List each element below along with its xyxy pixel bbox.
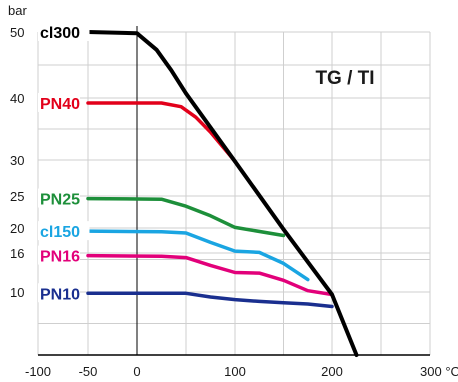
x-tick-label: 0 <box>133 364 140 379</box>
series-line-cl300 <box>86 30 359 357</box>
axes: -100 -50 0 100 200 300 °C 10 16 20 25 30 40 50 bar <box>8 3 458 379</box>
labels: cl300 PN40 PN25 cl150 PN16 PN10 TG / TI <box>38 22 375 303</box>
y-tick-label: 40 <box>10 91 24 106</box>
series-line-pn10 <box>86 291 334 309</box>
series-lines <box>86 30 359 357</box>
series-label-bg <box>38 245 80 265</box>
y-tick-label: 50 <box>10 25 24 40</box>
series-label-cl150: cl150 <box>40 224 80 241</box>
x-tick-label: 200 <box>321 364 343 379</box>
series-label-bg <box>38 188 80 208</box>
x-tick-label: -100 <box>25 364 51 379</box>
x-tick-label: 300 °C <box>420 364 458 379</box>
series-line-pn16 <box>86 253 334 297</box>
series-label-cl300: cl300 <box>40 25 80 42</box>
x-tick-label: 100 <box>224 364 246 379</box>
series-label-pn16: PN16 <box>40 249 80 266</box>
x-tick-label: -50 <box>79 364 98 379</box>
y-tick-label: 30 <box>10 153 24 168</box>
series-label-bg <box>38 221 90 241</box>
y-tick-label: 10 <box>10 285 24 300</box>
series-label-bg <box>38 283 80 303</box>
series-label-bg <box>38 92 80 112</box>
series-line-cl150 <box>86 229 310 282</box>
y-tick-label: 16 <box>10 246 24 261</box>
chart-title: TG / TI <box>315 68 374 89</box>
series-label-pn25: PN25 <box>40 192 80 209</box>
y-tick-label: 25 <box>10 189 24 204</box>
series-line-pn25 <box>86 196 286 238</box>
series-label-bg <box>38 22 90 41</box>
series-line-pn40 <box>86 101 237 164</box>
y-tick-label: 20 <box>10 221 24 236</box>
series-label-pn10: PN10 <box>40 286 80 303</box>
series-label-pn40: PN40 <box>40 96 80 113</box>
y-unit-label: bar <box>8 3 27 18</box>
